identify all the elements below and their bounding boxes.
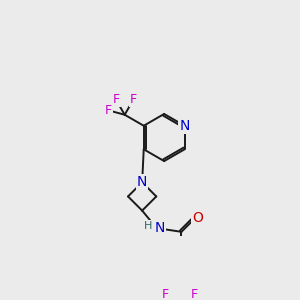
Text: F: F	[162, 288, 169, 300]
Text: F: F	[130, 93, 137, 106]
Text: N: N	[179, 119, 190, 133]
Text: F: F	[104, 104, 112, 117]
Text: H: H	[144, 221, 153, 231]
Text: O: O	[193, 211, 203, 225]
Text: N: N	[137, 175, 147, 189]
Text: F: F	[191, 288, 198, 300]
Text: N: N	[154, 221, 165, 235]
Text: F: F	[112, 93, 120, 106]
